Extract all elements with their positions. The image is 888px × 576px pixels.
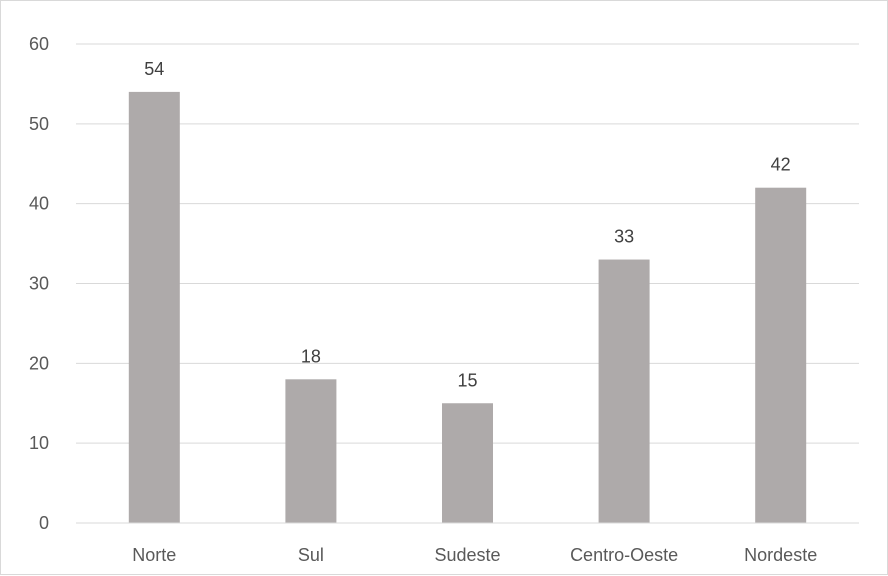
data-label: 33 [614, 227, 634, 247]
y-tick-label: 50 [29, 114, 49, 134]
bar-sudeste [442, 403, 493, 523]
bars [128, 91, 807, 524]
x-tick-label: Sudeste [434, 545, 500, 565]
x-tick-label: Centro-Oeste [570, 545, 678, 565]
gridlines [76, 43, 859, 444]
bar-norte [128, 91, 180, 524]
y-tick-label: 20 [29, 353, 49, 373]
bar-centro-oeste [598, 259, 650, 523]
data-label: 15 [457, 370, 477, 390]
y-axis-tick-labels: 0 10 20 30 40 50 60 [29, 34, 49, 533]
data-label: 18 [301, 346, 321, 366]
x-tick-label: Sul [298, 545, 324, 565]
data-labels: 54 18 15 33 42 [144, 59, 790, 390]
y-tick-label: 0 [39, 513, 49, 533]
x-tick-label: Nordeste [744, 545, 817, 565]
y-tick-label: 60 [29, 34, 49, 54]
y-tick-label: 10 [29, 433, 49, 453]
data-label: 54 [144, 59, 164, 79]
bar-sul [285, 379, 337, 523]
y-tick-label: 40 [29, 194, 49, 214]
x-axis-tick-labels: Norte Sul Sudeste Centro-Oeste Nordeste [132, 545, 817, 565]
bar-nordeste [755, 187, 807, 523]
data-label: 42 [771, 155, 791, 175]
x-tick-label: Norte [132, 545, 176, 565]
y-tick-label: 30 [29, 274, 49, 294]
